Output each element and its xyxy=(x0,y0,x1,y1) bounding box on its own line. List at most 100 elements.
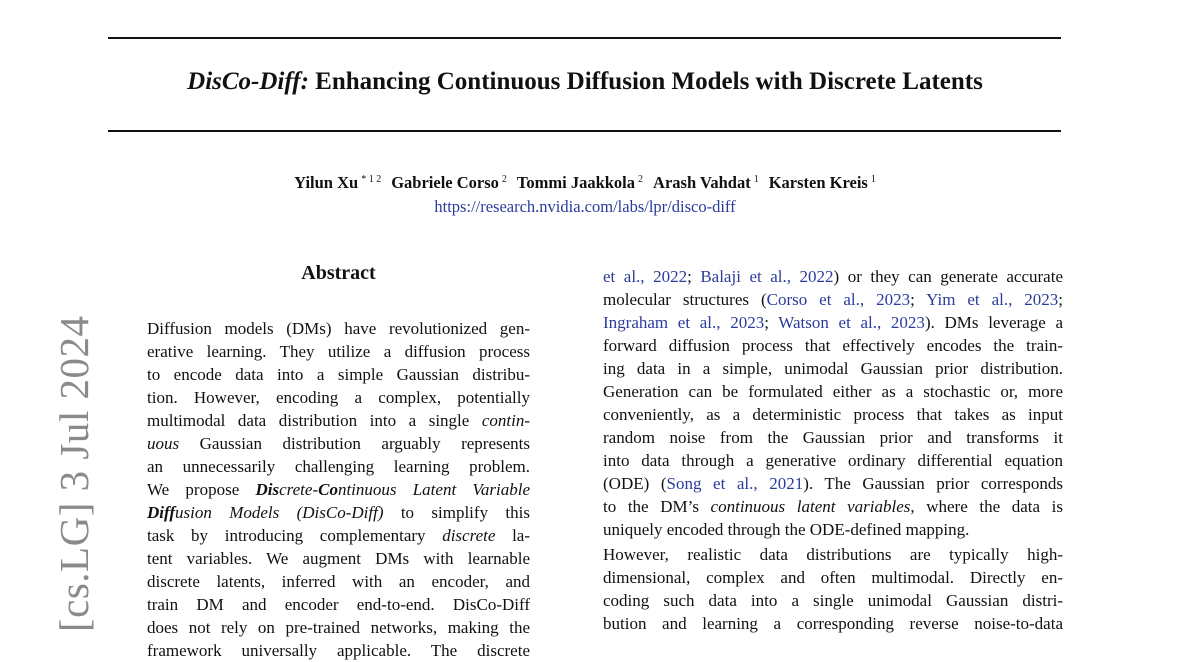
author-affiliation: 2 xyxy=(501,174,507,185)
author-name: Arash Vahdat xyxy=(653,173,751,192)
top-rule xyxy=(108,37,1061,39)
text-line: However, realistic data distributions ar… xyxy=(603,543,1063,566)
text-span: Dis xyxy=(255,480,280,499)
text-span: continuous latent variables xyxy=(710,497,911,516)
text-span: ; xyxy=(764,313,779,332)
text-line: into data through a generative ordinary … xyxy=(603,449,1063,472)
text-line: multimodal data distribution into a sing… xyxy=(147,409,530,432)
text-line: erative learning. They utilize a diffusi… xyxy=(147,340,530,363)
introduction-body: et al., 2022; Balaji et al., 2022) or th… xyxy=(603,265,1063,635)
text-line: framework universally applicable. The di… xyxy=(147,639,530,662)
text-span: random noise from the Gaussian prior and… xyxy=(603,428,1063,447)
author-affiliation: 1 xyxy=(870,174,876,185)
text-span: tion. However, encoding a complex, poten… xyxy=(147,388,530,407)
text-line: does not rely on pre-trained networks, m… xyxy=(147,616,530,639)
text-span: dimensional, complex and often multimoda… xyxy=(603,568,1063,587)
text-span: discrete latents, inferred with an encod… xyxy=(147,572,530,591)
text-line: Ingraham et al., 2023; Watson et al., 20… xyxy=(603,311,1063,334)
text-line: Diffusion models (DMs) have revolutioniz… xyxy=(147,317,530,340)
citation-link[interactable]: Ingraham et al., 2023 xyxy=(603,313,765,332)
text-span: ) or they can generate accurate xyxy=(833,267,1063,286)
text-line: tion. However, encoding a complex, poten… xyxy=(147,386,530,409)
author-name: Gabriele Corso xyxy=(391,173,499,192)
citation-link[interactable]: et al., 2022 xyxy=(603,267,688,286)
author: Gabriele Corso 2 xyxy=(391,173,507,192)
citation-link[interactable]: Watson et al., 2023 xyxy=(778,313,925,332)
author-affiliation: 2 xyxy=(638,174,644,185)
text-line: uous Gaussian distribution arguably repr… xyxy=(147,432,530,455)
text-span: Co xyxy=(318,480,338,499)
text-line: We propose Discrete-Continuous Latent Va… xyxy=(147,478,530,501)
text-span: bution and learning a corresponding reve… xyxy=(603,614,1063,633)
text-line: task by introducing complementary discre… xyxy=(147,524,530,547)
text-span: erative learning. They utilize a diffusi… xyxy=(147,342,530,361)
text-span: task by introducing complementary xyxy=(147,526,443,545)
text-span: multimodal data distribution into a sing… xyxy=(147,411,482,430)
author-affiliation: * 1 2 xyxy=(361,174,382,185)
text-line: Generation can be formulated either as a… xyxy=(603,380,1063,403)
citation-link[interactable]: Corso et al., 2023 xyxy=(766,290,911,309)
text-line: discrete latents, inferred with an encod… xyxy=(147,570,530,593)
text-line: an unnecessarily challenging learning pr… xyxy=(147,455,530,478)
text-span: molecular structures ( xyxy=(603,290,767,309)
abstract-body: Diffusion models (DMs) have revolutioniz… xyxy=(147,317,530,662)
text-span: framework universally applicable. The di… xyxy=(147,641,530,660)
text-span: conveniently, as a deterministic process… xyxy=(603,405,1063,424)
arxiv-stamp: [cs.LG] 3 Jul 2024 xyxy=(51,315,97,632)
text-span: ; xyxy=(1058,290,1064,309)
author-list: Yilun Xu * 1 2 Gabriele Corso 2 Tommi Jaakko… xyxy=(0,173,1170,193)
text-line: Diffusion Models (DisCo-Diff) to simplif… xyxy=(147,501,530,524)
text-line: conveniently, as a deterministic process… xyxy=(603,403,1063,426)
text-span: an unnecessarily challenging learning pr… xyxy=(147,457,530,476)
text-line: dimensional, complex and often multimoda… xyxy=(603,566,1063,589)
title-italic: DisCo-Diff: xyxy=(187,68,309,95)
text-span: tent variables. We augment DMs with lear… xyxy=(147,549,530,568)
text-span: ing data in a simple, unimodal Gaussian … xyxy=(603,359,1063,378)
author-name: Karsten Kreis xyxy=(768,173,868,192)
text-span: to encode data into a simple Gaussian di… xyxy=(147,365,530,384)
text-span: ). DMs leverage a xyxy=(924,313,1063,332)
text-span: uous xyxy=(147,434,180,453)
text-span: , where the data is xyxy=(910,497,1063,516)
author: Karsten Kreis 1 xyxy=(769,173,876,192)
citation-link[interactable]: Song et al., 2021 xyxy=(666,474,804,493)
text-span: contin- xyxy=(481,411,530,430)
text-line: train DM and encoder end-to-end. DisCo-D… xyxy=(147,593,530,616)
text-line: et al., 2022; Balaji et al., 2022) or th… xyxy=(603,265,1063,288)
paper-title: DisCo-Diff: Enhancing Continuous Diffusi… xyxy=(0,68,1170,96)
text-span: crete- xyxy=(279,480,319,499)
text-span: We propose xyxy=(147,480,256,499)
text-line: to the DM’s continuous latent variables,… xyxy=(603,495,1063,518)
text-line: ing data in a simple, unimodal Gaussian … xyxy=(603,357,1063,380)
text-span: discrete xyxy=(442,526,496,545)
text-span: However, realistic data distributions ar… xyxy=(603,545,1063,564)
text-span: coding such data into a single unimodal … xyxy=(603,591,1063,610)
citation-link[interactable]: Yim et al., 2023 xyxy=(926,290,1059,309)
author: Yilun Xu * 1 2 xyxy=(294,173,381,192)
text-span: ). The Gaussian prior corresponds xyxy=(803,474,1064,493)
text-line: (ODE) (Song et al., 2021). The Gaussian … xyxy=(603,472,1063,495)
text-line: random noise from the Gaussian prior and… xyxy=(603,426,1063,449)
text-span: does not rely on pre-trained networks, m… xyxy=(147,618,530,637)
text-span: Generation can be formulated either as a… xyxy=(603,382,1063,401)
text-span: (ODE) ( xyxy=(603,474,667,493)
text-line: molecular structures (Corso et al., 2023… xyxy=(603,288,1063,311)
text-span: Diff xyxy=(147,503,176,522)
bottom-rule xyxy=(108,130,1061,132)
text-span: to simplify this xyxy=(383,503,530,522)
author-name: Tommi Jaakkola xyxy=(516,173,636,192)
text-span: ; xyxy=(910,290,927,309)
author: Tommi Jaakkola 2 xyxy=(517,173,643,192)
citation-link[interactable]: Balaji et al., 2022 xyxy=(700,267,834,286)
text-line: tent variables. We augment DMs with lear… xyxy=(147,547,530,570)
author: Arash Vahdat 1 xyxy=(653,173,759,192)
text-span: train DM and encoder end-to-end. DisCo-D… xyxy=(147,595,530,614)
text-line: bution and learning a corresponding reve… xyxy=(603,612,1063,635)
text-span: uniquely encoded through the ODE-defined… xyxy=(603,520,970,539)
text-span: la- xyxy=(495,526,530,545)
text-span: Gaussian distribution arguably represent… xyxy=(179,434,530,453)
text-span: ntinuous Latent Variable xyxy=(337,480,530,499)
text-line: coding such data into a single unimodal … xyxy=(603,589,1063,612)
project-link[interactable]: https://research.nvidia.com/labs/lpr/dis… xyxy=(434,197,736,216)
text-span: into data through a generative ordinary … xyxy=(603,451,1063,470)
